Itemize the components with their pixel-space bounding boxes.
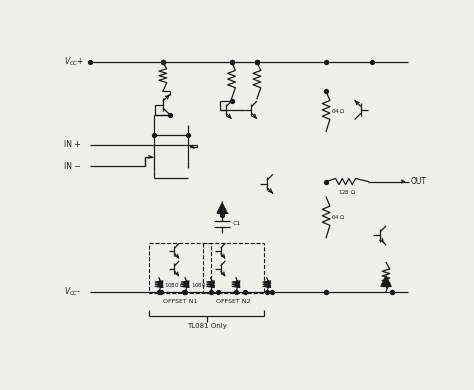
Polygon shape — [381, 275, 392, 286]
Text: IN +: IN + — [64, 140, 81, 149]
Polygon shape — [217, 202, 228, 213]
Text: 64 $\Omega$: 64 $\Omega$ — [331, 213, 346, 222]
Bar — [203, 243, 264, 293]
Text: $V_{CC}$-: $V_{CC}$- — [64, 285, 82, 298]
Text: TL081 Only: TL081 Only — [187, 323, 227, 329]
Text: 64 $\Omega$: 64 $\Omega$ — [331, 108, 346, 115]
Text: OFFSET N2: OFFSET N2 — [217, 300, 251, 304]
Text: C1: C1 — [232, 222, 240, 227]
Text: 1080 $\Omega$: 1080 $\Omega$ — [191, 281, 212, 289]
Text: OFFSET N1: OFFSET N1 — [163, 300, 197, 304]
Bar — [149, 243, 210, 293]
Text: OUT: OUT — [411, 177, 427, 186]
Text: 128 $\Omega$: 128 $\Omega$ — [338, 188, 356, 197]
Text: 1080 $\Omega$: 1080 $\Omega$ — [164, 281, 186, 289]
Text: $V_{CC}$+: $V_{CC}$+ — [64, 56, 85, 69]
Text: IN −: IN − — [64, 161, 81, 171]
